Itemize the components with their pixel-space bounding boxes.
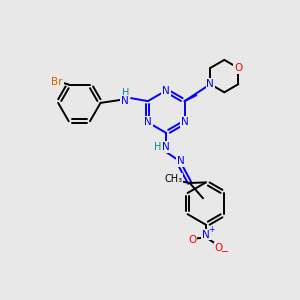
- Text: N: N: [177, 156, 185, 166]
- Text: N: N: [144, 117, 152, 127]
- Text: N: N: [206, 79, 214, 89]
- Text: N: N: [162, 142, 170, 152]
- Text: N: N: [121, 95, 129, 106]
- Text: H: H: [154, 142, 162, 152]
- Text: N: N: [202, 230, 210, 239]
- Text: Br: Br: [51, 76, 63, 87]
- Text: N: N: [181, 117, 188, 127]
- Text: −: −: [221, 247, 230, 256]
- Text: O: O: [188, 235, 196, 245]
- Text: O: O: [234, 63, 242, 73]
- Text: H: H: [122, 88, 129, 98]
- Text: O: O: [214, 243, 223, 253]
- Text: N: N: [162, 85, 170, 95]
- Text: +: +: [208, 225, 214, 234]
- Text: CH₃: CH₃: [164, 174, 183, 184]
